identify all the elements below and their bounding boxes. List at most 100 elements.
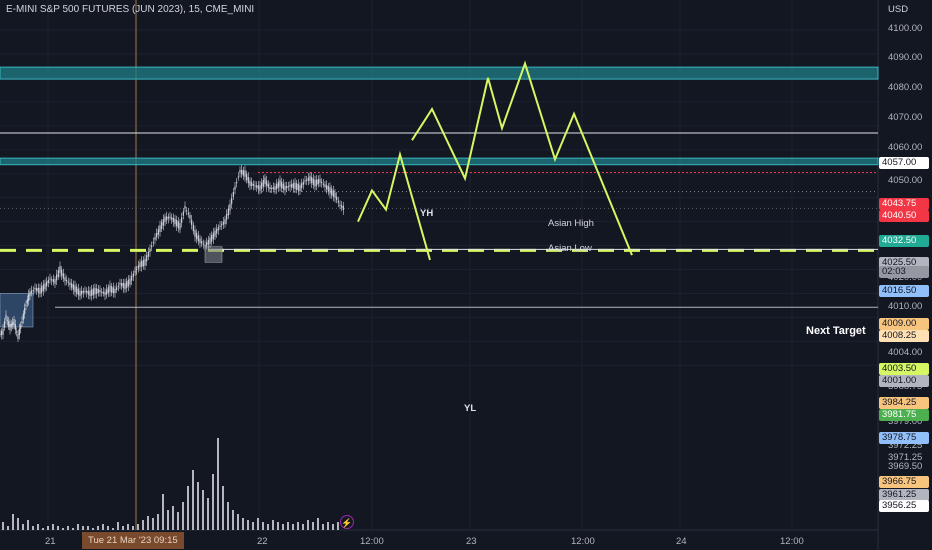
candle-body <box>247 176 249 184</box>
price-tick-label: 4070.00 <box>888 112 923 123</box>
candle-body <box>309 176 311 181</box>
next-target-label: Next Target <box>806 325 866 337</box>
candle-body <box>242 170 244 176</box>
candle-body <box>167 216 169 219</box>
price-badge: 3961.25 <box>879 489 929 501</box>
yl-label: YL <box>464 403 477 414</box>
price-tick-label: 4080.00 <box>888 82 923 93</box>
candle-body <box>177 221 179 229</box>
volume-bar <box>92 528 94 530</box>
candle-body <box>159 225 161 233</box>
candle-body <box>147 251 149 257</box>
candle-body <box>131 275 133 281</box>
volume-bar <box>57 526 59 530</box>
candle-body <box>39 288 41 295</box>
candle-body <box>6 320 8 322</box>
volume-bar <box>192 470 194 530</box>
candle-body <box>136 269 138 271</box>
flash-icon[interactable]: ⚡ <box>340 515 354 529</box>
candle-body <box>74 285 76 292</box>
candle-body <box>162 219 164 226</box>
candle-body <box>259 185 261 191</box>
volume-bar <box>207 498 209 530</box>
volume-bar <box>337 522 339 530</box>
volume-bar <box>102 524 104 530</box>
candle-body <box>97 288 99 294</box>
candle-body <box>164 216 166 222</box>
candle-body <box>299 185 301 191</box>
candle-body <box>49 278 51 280</box>
volume-bar <box>292 524 294 530</box>
volume-bar <box>117 522 119 530</box>
candle-body <box>324 184 326 188</box>
volume-bar <box>37 524 39 530</box>
candle-body <box>31 290 33 294</box>
candle-body <box>326 185 328 190</box>
candle-body <box>104 291 106 296</box>
chart-title[interactable]: E-MINI S&P 500 FUTURES (JUN 2023), 15, C… <box>6 4 255 15</box>
candle-body <box>20 325 22 329</box>
volume-bar <box>302 524 304 530</box>
volume-bar <box>72 528 74 530</box>
volume-bar <box>132 526 134 530</box>
candle-body <box>3 321 6 328</box>
candle-body <box>99 289 101 293</box>
candle-body <box>82 290 84 293</box>
price-badge: 4057.00 <box>879 157 929 169</box>
price-tick-label: 3969.50 <box>888 461 923 472</box>
candle-body <box>16 331 18 333</box>
candle-body <box>64 277 66 281</box>
candle-body <box>329 187 331 194</box>
volume-bar <box>12 514 14 530</box>
volume-bar <box>127 524 129 530</box>
volume-bar <box>222 486 224 530</box>
candle-body <box>0 331 3 335</box>
candle-body <box>102 291 104 294</box>
candle-body <box>254 185 256 187</box>
candle-body <box>257 185 259 190</box>
candle-body <box>306 179 308 181</box>
candle-body <box>144 258 146 266</box>
candle-body <box>287 186 289 188</box>
candle-body <box>87 290 89 295</box>
volume-bar <box>247 520 249 530</box>
candle-body <box>339 204 341 206</box>
asian-high-label: Asian High <box>548 218 594 229</box>
candle-body <box>2 328 4 335</box>
candle-body <box>77 288 79 296</box>
volume-bar <box>167 510 169 530</box>
candle-body <box>126 281 128 288</box>
volume-bar <box>67 526 69 530</box>
candle-body <box>261 182 263 189</box>
candle-body <box>62 273 64 279</box>
volume-bar <box>147 516 149 530</box>
candle-body <box>47 279 49 284</box>
candle-body <box>282 183 284 190</box>
price-tick-label: 4004.00 <box>888 347 923 358</box>
candle-body <box>277 181 279 189</box>
volume-bar <box>122 526 124 530</box>
price-tick-label: 4100.00 <box>888 23 923 34</box>
candle-body <box>256 185 258 188</box>
candle-body <box>89 290 91 297</box>
candle-body <box>84 291 86 293</box>
candle-body <box>32 289 34 291</box>
candle-body <box>217 227 219 231</box>
candle-body <box>92 288 94 296</box>
price-tick-label: 3972.25 <box>888 440 923 451</box>
volume-bar <box>177 512 179 530</box>
candle-body <box>69 282 71 286</box>
volume-bar <box>32 526 34 530</box>
candle-body <box>291 183 293 188</box>
candle-body <box>199 238 201 243</box>
price-badge: 4003.50 <box>879 363 929 375</box>
candle-body <box>29 291 31 296</box>
price-tick-label: 4050.00 <box>888 175 923 186</box>
candle-body <box>154 237 156 240</box>
candle-body <box>152 242 154 244</box>
candle-body <box>13 318 15 326</box>
candle-body <box>341 205 343 208</box>
candle-body <box>127 279 129 287</box>
candle-body <box>206 242 208 246</box>
